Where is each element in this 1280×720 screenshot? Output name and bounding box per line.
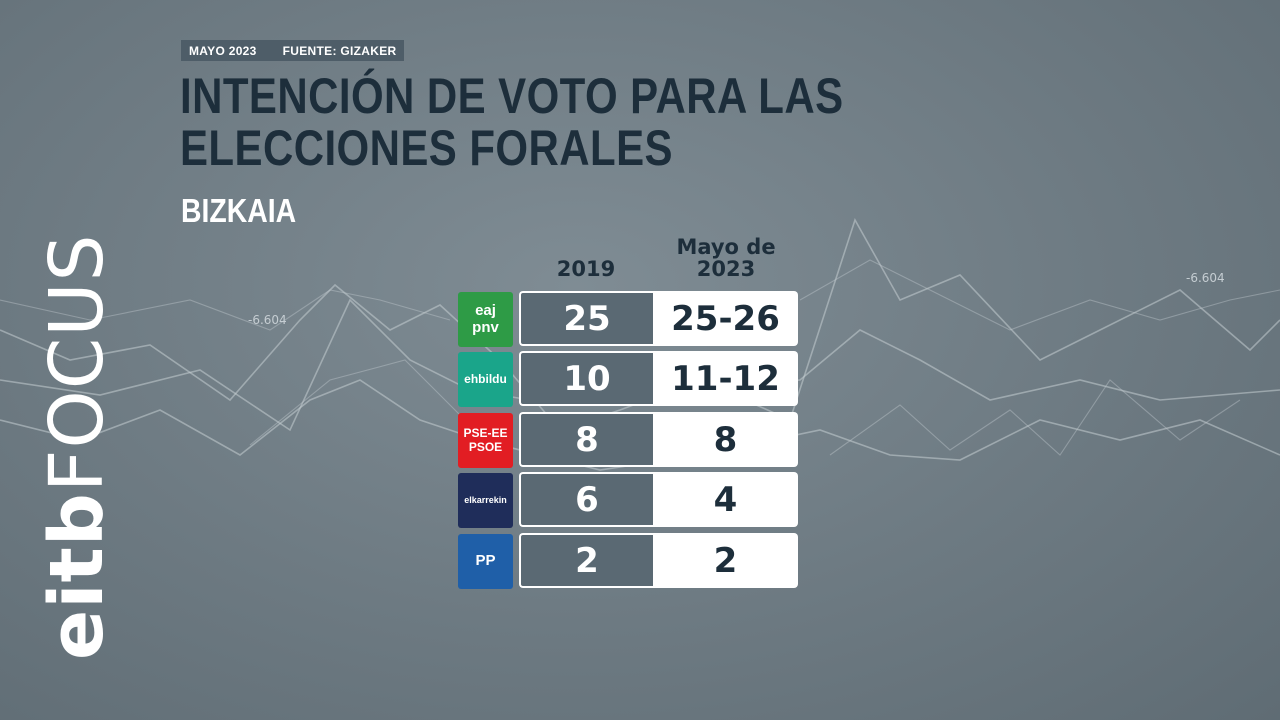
party-logo-text: ehbildu (464, 371, 507, 386)
value-2019: 8 (519, 412, 653, 467)
table-row: PP 2 2 (458, 533, 798, 589)
page-title: INTENCIÓN DE VOTO PARA LAS ELECCIONES FO… (180, 68, 844, 176)
page-subtitle: BIZKAIA (181, 192, 297, 229)
value-2019: 25 (519, 291, 653, 346)
background-line (0, 218, 1280, 431)
value-2019: 10 (519, 351, 653, 406)
party-logo-text: eaj (475, 302, 496, 319)
party-logo-text: elkarrekin (464, 494, 507, 505)
party-logo: eaj pnv (458, 292, 513, 347)
party-logo: PP (458, 534, 513, 589)
party-logo-text: pnv (472, 318, 499, 336)
value-2023: 11-12 (653, 351, 798, 406)
background-line (799, 259, 1280, 331)
party-logo-text: PP (475, 552, 496, 570)
value-2023: 25-26 (653, 291, 798, 346)
source-label: FUENTE: GIZAKER (282, 43, 397, 58)
background-line (0, 289, 451, 331)
value-2019: 2 (519, 533, 653, 588)
party-logo-text: PSE-EE (463, 426, 508, 441)
value-2023: 8 (653, 412, 798, 467)
party-logo: elkarrekin (458, 473, 513, 528)
date-label: MAYO 2023 (189, 43, 257, 58)
background-value-label: -6.604 (248, 313, 287, 327)
value-2023: 2 (653, 533, 798, 588)
column-header-2019: 2019 (556, 257, 616, 281)
table-row: ehbildu 10 11-12 (458, 351, 798, 407)
column-header-2023: Mayo de 2023 (676, 235, 776, 281)
background-value-label: -6.604 (1186, 271, 1225, 285)
background-line (249, 359, 461, 446)
party-logo: ehbildu (458, 352, 513, 407)
table-row: elkarrekin 6 4 (458, 472, 798, 528)
table-row: PSE-EE PSOE 8 8 (458, 412, 798, 468)
meta-bar: MAYO 2023 FUENTE: GIZAKER (181, 40, 405, 61)
value-2023: 4 (653, 472, 798, 527)
value-2019: 6 (519, 472, 653, 527)
party-logo-text: PSOE (468, 439, 503, 454)
background-line (829, 379, 1241, 456)
table-row: eaj pnv 25 25-26 (458, 291, 798, 347)
party-logo: PSE-EE PSOE (458, 413, 513, 468)
